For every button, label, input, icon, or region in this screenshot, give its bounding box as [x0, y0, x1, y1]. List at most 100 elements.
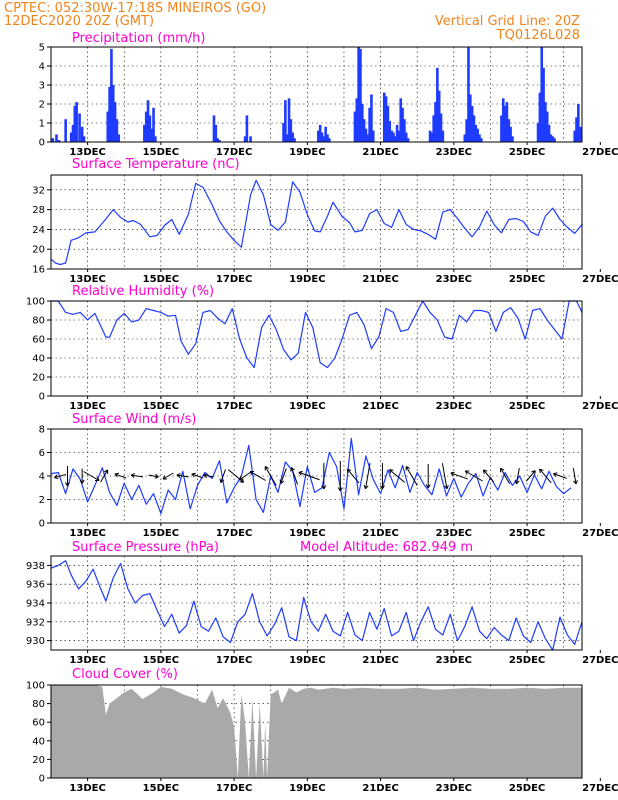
- wind-arrow-shaft: [54, 473, 67, 479]
- y-tick-label: 24: [32, 225, 45, 236]
- x-tick-label: 23DEC: [436, 528, 472, 539]
- wind-arrow-shaft: [500, 467, 511, 485]
- wind-arrow: [572, 468, 578, 485]
- y-tick-label: 0: [39, 138, 45, 149]
- wind-arrow-head: [264, 466, 269, 471]
- x-tick-label: 23DEC: [436, 274, 472, 285]
- wind-arrow-shaft: [465, 470, 483, 482]
- y-tick-label: 938: [26, 561, 45, 572]
- y-tick-label: 80: [32, 699, 45, 710]
- precip-bar: [113, 102, 117, 142]
- cloud-area: [51, 685, 582, 778]
- precip-bar: [573, 130, 576, 142]
- precip-bar: [144, 111, 148, 142]
- wind-arrow-head: [450, 471, 455, 477]
- wind-arrow-head: [79, 479, 85, 484]
- y-tick-label: 100: [26, 681, 45, 692]
- wind-arrow-shaft: [131, 474, 144, 478]
- x-tick-label: 13DEC: [69, 401, 105, 412]
- precip-bar: [243, 136, 247, 142]
- wind-arrow-shaft: [162, 472, 174, 480]
- precip-bar: [509, 126, 512, 142]
- wind-arrow-shaft: [191, 473, 204, 479]
- precip-bar: [110, 48, 113, 142]
- precip-bar: [390, 130, 393, 142]
- precip-bar: [470, 105, 474, 142]
- panel-title: Relative Humidity (%): [72, 284, 214, 299]
- wind-arrow-shaft: [572, 468, 577, 484]
- precip-bar: [51, 138, 55, 142]
- wind-line: [50, 437, 572, 515]
- x-tick-label: 15DEC: [143, 274, 179, 285]
- precip-bar: [284, 100, 287, 142]
- wind-arrow: [525, 470, 536, 482]
- precip-bar: [439, 113, 443, 142]
- precip-bar: [55, 134, 58, 142]
- wind-arrow-shaft: [290, 467, 299, 485]
- wind-arrow-head: [425, 484, 431, 489]
- wind-arrow-head: [443, 484, 449, 490]
- precip-bar: [406, 138, 410, 142]
- panel-pres: 930 932 934 936 938 13DEC 15DEC 17DEC 19DEC 21DEC…: [26, 540, 618, 666]
- x-tick-label: 27DEC: [582, 147, 618, 158]
- precip-bar: [549, 134, 553, 142]
- precip-bar: [434, 102, 437, 142]
- precip-bar: [503, 105, 507, 142]
- wind-arrow-shaft: [389, 469, 406, 483]
- precip-bar: [328, 138, 331, 142]
- wind-arrow: [405, 466, 418, 486]
- wind-arrow: [238, 471, 252, 481]
- y-tick-label: 3: [39, 81, 45, 92]
- precip-bar: [320, 132, 324, 142]
- precip-bar: [371, 130, 375, 142]
- precip-bar: [285, 134, 289, 142]
- precip-bar: [154, 136, 157, 142]
- header-grid-note: Vertical Grid Line: 20Z: [435, 14, 580, 29]
- y-tick-label: 32: [32, 185, 45, 196]
- x-tick-label: 17DEC: [216, 147, 252, 158]
- precip-bar: [436, 67, 439, 142]
- wind-arrow: [379, 463, 385, 490]
- panel-frame: [50, 46, 583, 143]
- x-tick-label: 19DEC: [289, 655, 325, 666]
- x-tick-label: 25DEC: [509, 147, 545, 158]
- precip-bar: [216, 138, 219, 142]
- wind-arrow: [337, 461, 343, 492]
- wind-arrow: [249, 470, 266, 481]
- wind-arrow-shaft: [148, 474, 159, 478]
- wind-arrow: [450, 471, 468, 480]
- wind-arrow-shaft: [264, 466, 277, 486]
- precip-bar: [362, 119, 366, 142]
- precip-bar: [108, 86, 111, 142]
- precip-bar: [322, 136, 326, 142]
- precip-bar: [143, 124, 146, 142]
- wind-arrow: [65, 466, 70, 487]
- wind-arrow-shaft: [114, 473, 127, 479]
- y-tick-label: 2: [39, 100, 45, 111]
- y-tick-label: 2: [39, 495, 45, 506]
- wind-arrow-head: [279, 479, 285, 484]
- panel-wind: 0 2 4 6 8 13DEC 15DEC 17DEC 19DEC 21DEC 23DEC 25DEC…: [39, 412, 618, 539]
- precip-bar: [318, 124, 322, 142]
- precip-bar: [463, 134, 467, 142]
- x-tick-label: 25DEC: [509, 655, 545, 666]
- wind-arrow-head: [238, 476, 244, 481]
- wind-arrow-head: [176, 473, 181, 478]
- precip-bar: [357, 47, 360, 142]
- x-tick-label: 13DEC: [69, 655, 105, 666]
- wind-arrow-shaft: [450, 472, 468, 480]
- x-tick-label: 21DEC: [362, 655, 398, 666]
- x-tick-label: 15DEC: [143, 401, 179, 412]
- wind-arrow-head: [388, 469, 394, 474]
- wind-arrow: [321, 463, 327, 490]
- x-tick-label: 13DEC: [69, 528, 105, 539]
- pres-line: [50, 560, 583, 651]
- x-tick-label: 21DEC: [362, 783, 398, 794]
- wind-arrow-head: [290, 467, 295, 472]
- precip-bar: [437, 90, 441, 142]
- precip-bar: [148, 115, 152, 142]
- panel-title: Surface Temperature (nC): [72, 157, 240, 172]
- wind-arrow-head: [553, 472, 558, 478]
- precip-bar: [505, 102, 509, 142]
- panel-temp: 16 20 24 28 32 13DEC 15DEC 17DEC 19DEC 21DEC 23DEC…: [32, 157, 618, 285]
